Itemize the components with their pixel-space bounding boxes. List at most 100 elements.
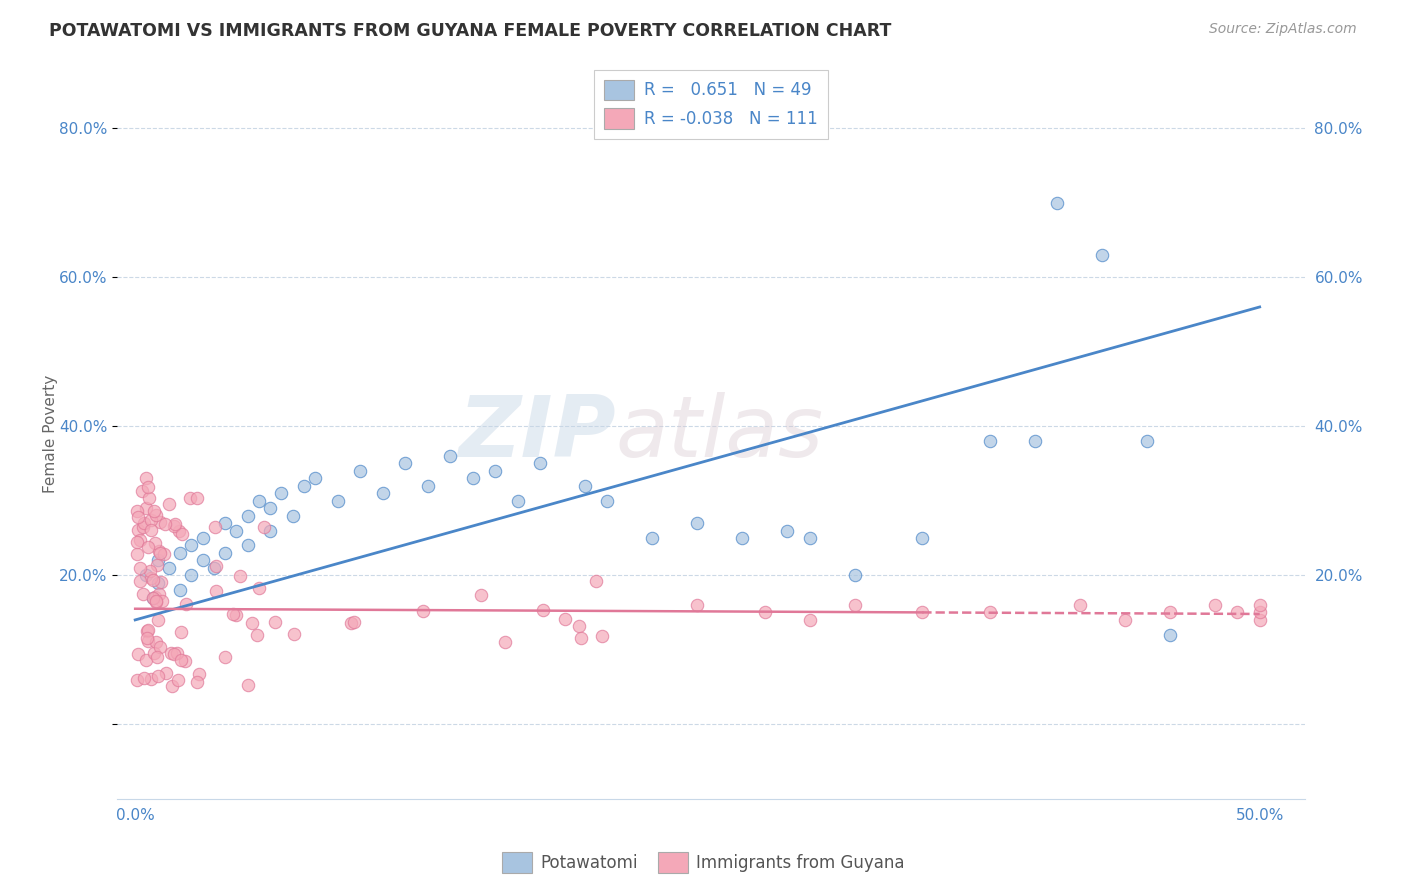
Point xyxy=(236,538,259,552)
Point xyxy=(191,531,214,545)
Point xyxy=(259,501,281,516)
Point xyxy=(163,647,186,661)
Point xyxy=(569,631,592,645)
Point xyxy=(506,493,529,508)
Point xyxy=(461,471,484,485)
Point xyxy=(214,650,236,665)
Point xyxy=(166,646,188,660)
Point xyxy=(162,519,184,533)
Point xyxy=(202,561,225,575)
Point xyxy=(686,598,709,612)
Point xyxy=(136,624,159,638)
Point xyxy=(143,590,166,604)
Point xyxy=(191,553,214,567)
Point xyxy=(146,558,169,572)
Point xyxy=(157,561,180,575)
Point xyxy=(160,646,183,660)
Point xyxy=(1136,434,1159,448)
Point xyxy=(145,595,167,609)
Point xyxy=(138,480,160,494)
Point xyxy=(1226,606,1249,620)
Point xyxy=(270,486,292,500)
Point xyxy=(149,515,172,529)
Point xyxy=(229,569,252,583)
Point xyxy=(139,523,162,537)
Point xyxy=(205,584,228,599)
Point xyxy=(135,624,157,639)
Point xyxy=(170,624,193,639)
Point xyxy=(127,647,149,661)
Point xyxy=(340,616,363,631)
Point xyxy=(416,479,439,493)
Point xyxy=(145,594,167,608)
Point xyxy=(135,471,157,485)
Point xyxy=(127,548,149,562)
Point xyxy=(127,524,149,538)
Point xyxy=(911,531,934,545)
Point xyxy=(155,666,177,681)
Point xyxy=(979,606,1001,620)
Point xyxy=(127,673,149,687)
Point xyxy=(132,519,155,533)
Point xyxy=(170,527,193,541)
Point xyxy=(142,591,165,605)
Point xyxy=(754,606,776,620)
Point xyxy=(139,571,162,585)
Point xyxy=(162,679,184,693)
Point xyxy=(148,587,170,601)
Point xyxy=(238,678,260,692)
Point xyxy=(127,504,149,518)
Point xyxy=(146,613,169,627)
Point xyxy=(155,517,177,532)
Point xyxy=(187,667,209,681)
Point xyxy=(142,503,165,517)
Point xyxy=(574,479,596,493)
Point xyxy=(554,611,576,625)
Point xyxy=(394,457,416,471)
Point xyxy=(214,546,236,560)
Point xyxy=(568,619,591,633)
Point xyxy=(470,588,492,602)
Point xyxy=(1024,434,1046,448)
Point xyxy=(135,653,157,667)
Point xyxy=(591,629,613,643)
Point xyxy=(149,546,172,560)
Point xyxy=(494,634,516,648)
Point xyxy=(349,464,371,478)
Point xyxy=(529,457,551,471)
Point xyxy=(844,598,866,612)
Point xyxy=(173,654,195,668)
Point xyxy=(247,493,270,508)
Point xyxy=(145,635,167,649)
Point xyxy=(283,627,305,641)
Point xyxy=(326,493,349,508)
Point xyxy=(134,671,156,685)
Point xyxy=(146,669,169,683)
Point xyxy=(145,508,167,522)
Point xyxy=(214,516,236,530)
Point xyxy=(641,531,664,545)
Point xyxy=(1159,628,1181,642)
Point xyxy=(165,517,187,532)
Point xyxy=(136,633,159,648)
Point xyxy=(596,493,619,508)
Point xyxy=(129,533,152,548)
Point xyxy=(145,649,167,664)
Point xyxy=(844,568,866,582)
Point xyxy=(149,640,172,655)
Point xyxy=(686,516,709,530)
Point xyxy=(484,464,506,478)
Point xyxy=(180,568,202,582)
Point xyxy=(1091,248,1114,262)
Point xyxy=(1249,598,1271,612)
Point xyxy=(145,535,167,549)
Point xyxy=(169,583,191,598)
Point xyxy=(167,524,190,538)
Point xyxy=(259,524,281,538)
Point xyxy=(412,604,434,618)
Legend: R =   0.651   N = 49, R = -0.038   N = 111: R = 0.651 N = 49, R = -0.038 N = 111 xyxy=(595,70,828,138)
Point xyxy=(799,531,821,545)
Text: ZIP: ZIP xyxy=(458,392,616,475)
Point xyxy=(142,646,165,660)
Point xyxy=(1249,606,1271,620)
